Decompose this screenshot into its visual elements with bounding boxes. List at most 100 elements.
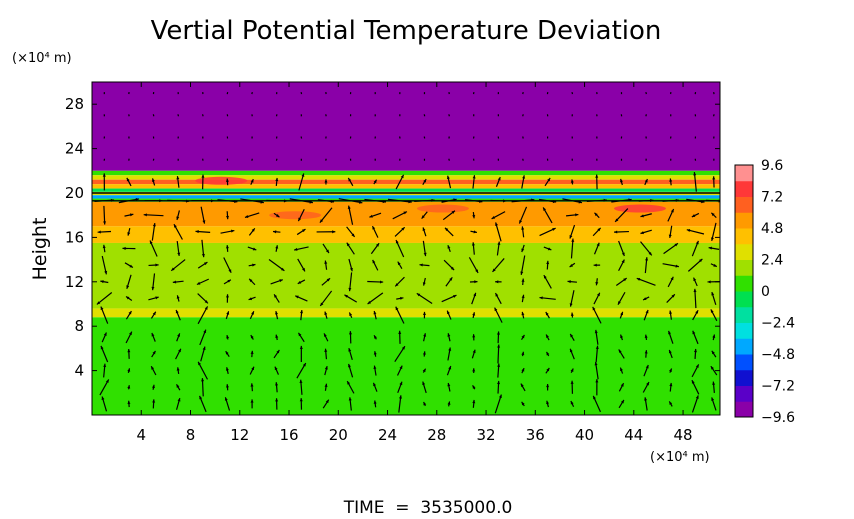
wind-vector [593, 263, 601, 267]
wind-vector [617, 291, 626, 305]
wind-vector [275, 177, 279, 186]
wind-vector [419, 263, 430, 267]
wind-vector [496, 241, 501, 256]
wind-vector [422, 368, 427, 373]
field-hot-spot [416, 204, 469, 213]
wind-vector [297, 208, 305, 222]
wind-vector [668, 225, 673, 239]
wind-vector [521, 311, 525, 319]
wind-vector [148, 296, 159, 301]
wind-vector [708, 246, 720, 250]
wind-vector [644, 334, 648, 341]
wind-vector [472, 312, 476, 319]
wind-vector [570, 400, 575, 408]
wind-vector [197, 293, 209, 304]
wind-vector [586, 198, 607, 203]
wind-vector [447, 401, 451, 407]
wind-vector [710, 263, 718, 268]
wind-vector [201, 114, 204, 117]
wind-vector [691, 240, 699, 257]
wind-vector [686, 198, 705, 204]
wind-vector [567, 280, 577, 284]
wind-vector [273, 349, 280, 359]
wind-vector [618, 240, 625, 257]
plot-frame [91, 81, 721, 416]
wind-vector [569, 290, 575, 307]
wind-vector [224, 397, 231, 411]
wind-vector [497, 344, 501, 364]
wind-vector [316, 230, 336, 234]
wind-vector [346, 226, 356, 238]
wind-vector [472, 334, 476, 341]
wind-vector [370, 242, 380, 255]
wind-vector [594, 361, 599, 380]
wind-vector [348, 347, 353, 360]
wind-vector [594, 212, 600, 219]
wind-vector [322, 399, 330, 409]
field-hot-spot [195, 176, 248, 185]
wind-vector [347, 177, 354, 187]
wind-vector [176, 333, 181, 342]
x-tick-label: 4 [136, 426, 146, 444]
wind-vector [198, 395, 207, 413]
wind-vector [324, 260, 328, 270]
y-axis: 4 8 12 16 20 24 28 [65, 95, 720, 380]
wind-vector [324, 311, 328, 319]
wind-vector [538, 198, 557, 204]
wind-vector [372, 259, 379, 271]
wind-vector [144, 199, 163, 203]
x-tick-label: 48 [674, 426, 693, 444]
field-layer [92, 317, 720, 415]
wind-vector [712, 114, 715, 117]
field-layer [92, 170, 720, 176]
wind-vector [422, 311, 426, 319]
wind-vector [248, 227, 256, 236]
wind-vector [644, 178, 648, 186]
wind-vector [497, 363, 501, 378]
wind-vector [296, 362, 307, 379]
field-layer [92, 226, 720, 243]
wind-vector [693, 348, 698, 359]
wind-vector [494, 307, 503, 323]
wind-vector [669, 310, 673, 320]
wind-vector [373, 334, 377, 340]
colorbar-swatch [735, 228, 753, 245]
wind-vector [521, 367, 525, 374]
y-tick-label: 28 [65, 95, 84, 113]
wind-vector [595, 345, 599, 363]
wind-vector [662, 263, 679, 268]
wind-vector [662, 198, 679, 202]
y-tick-label: 24 [65, 140, 84, 158]
wind-vector [324, 179, 328, 185]
wind-vector [268, 259, 285, 272]
wind-vector [472, 175, 476, 189]
wind-vector [545, 311, 550, 319]
wind-vector [225, 384, 229, 391]
wind-vector [196, 278, 209, 286]
wind-vector [687, 258, 703, 272]
wind-vector [125, 295, 133, 301]
colorbar-swatch [735, 385, 753, 402]
wind-vector [414, 198, 435, 202]
wind-vector [396, 296, 404, 300]
wind-vector [645, 91, 647, 95]
field-layer [92, 175, 720, 180]
wind-vector [150, 311, 157, 319]
x-tick-label: 12 [230, 426, 249, 444]
wind-vector [175, 397, 181, 410]
wind-vector [711, 350, 717, 358]
wind-vector [373, 351, 377, 357]
colorbar-swatch [735, 212, 753, 229]
wind-vector [275, 310, 279, 320]
wind-vector [275, 334, 279, 341]
wind-vector [471, 242, 475, 255]
wind-vector [367, 280, 384, 284]
wind-vector [299, 379, 303, 395]
wind-vector [323, 333, 329, 342]
wind-vector [101, 396, 108, 412]
wind-vector [398, 330, 402, 344]
wind-vector [618, 259, 625, 272]
wind-vector [176, 367, 180, 374]
wind-vector [100, 306, 109, 324]
wind-vector [446, 365, 452, 376]
